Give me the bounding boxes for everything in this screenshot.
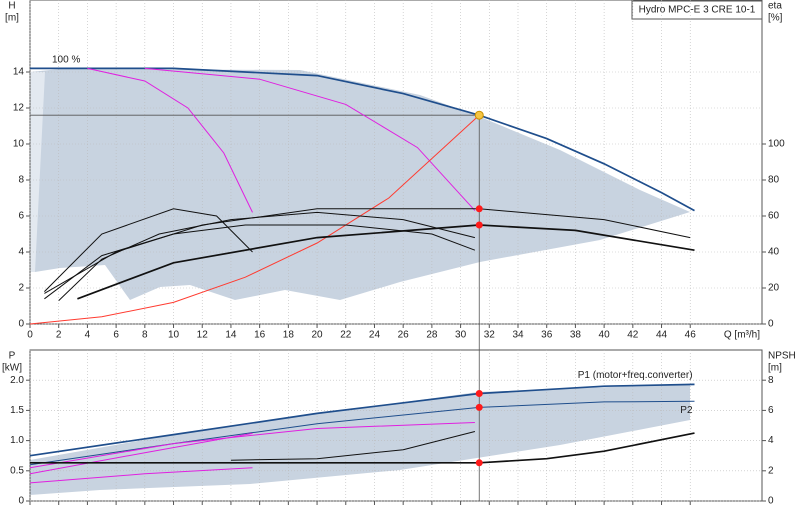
curve [77, 224, 695, 300]
x-tick-label: 0 [27, 330, 33, 341]
y2-tick-label: 0 [768, 496, 774, 507]
y2-tick-label: 100 [768, 139, 785, 150]
y-axis-label: [kW] [2, 363, 22, 374]
x-tick-label: 18 [283, 330, 295, 341]
curve [29, 383, 695, 457]
y-tick-label: 14 [13, 67, 25, 78]
y2-tick-label: 8 [768, 375, 774, 386]
y-axis-label: H [8, 1, 15, 12]
x-tick-label: 30 [455, 330, 467, 341]
y-tick-label: 12 [13, 103, 25, 114]
title-box [631, 0, 763, 20]
x-tick-label: 8 [142, 330, 148, 341]
operating-point [475, 459, 483, 467]
x-tick-label: 36 [541, 330, 553, 341]
curve [29, 114, 480, 325]
curve [44, 208, 691, 294]
annotation: 100 % [52, 55, 80, 66]
curve [44, 208, 253, 292]
x-tick-label: 42 [627, 330, 639, 341]
x-tick-label: 14 [225, 330, 237, 341]
operating-point [475, 389, 483, 397]
x-tick-label: 16 [254, 330, 266, 341]
operating-area [30, 69, 690, 300]
curve [30, 432, 695, 464]
duty-point [474, 110, 484, 120]
y-axis-label: P [9, 351, 16, 362]
x-tick-label: 34 [512, 330, 524, 341]
x-tick-label: 40 [599, 330, 611, 341]
y2-tick-label: 20 [768, 283, 780, 294]
y2-axis-label: eta [768, 1, 782, 12]
curve [44, 224, 476, 300]
y2-tick-label: 80 [768, 175, 780, 186]
curve [29, 422, 475, 469]
x-tick-label: 32 [484, 330, 496, 341]
legend-label: P2 [680, 405, 693, 416]
y2-tick-label: 40 [768, 247, 780, 258]
x-tick-label: 12 [197, 330, 209, 341]
x-tick-label: 20 [311, 330, 323, 341]
y-tick-label: 1.5 [10, 405, 24, 416]
curve [29, 432, 253, 475]
curve [58, 211, 476, 301]
y-tick-label: 2.0 [10, 375, 24, 386]
operating-area-left [30, 72, 45, 272]
y-tick-label: 0 [18, 319, 24, 330]
y-tick-label: 0.5 [10, 465, 24, 476]
chart-title: Hydro MPC-E 3 CRE 10-1 [639, 5, 756, 16]
x-tick-label: 4 [85, 330, 91, 341]
x-tick-label: 46 [685, 330, 697, 341]
y-tick-label: 8 [18, 175, 24, 186]
legend-label: P1 (motor+freq.converter) [578, 370, 693, 381]
x-tick-label: 38 [570, 330, 582, 341]
x-tick-label: 10 [168, 330, 180, 341]
x-tick-label: 26 [398, 330, 410, 341]
curve [230, 431, 476, 461]
x-tick-label: 22 [340, 330, 352, 341]
operating-point [475, 205, 483, 213]
power-area [30, 384, 690, 495]
y2-axis-label: NPSH [768, 351, 796, 362]
y-tick-label: 1.0 [10, 435, 24, 446]
y2-tick-label: 0 [768, 319, 774, 330]
x-tick-label: 44 [656, 330, 668, 341]
y-tick-label: 10 [13, 139, 25, 150]
y2-axis-label: [m] [768, 363, 782, 374]
operating-point [475, 221, 483, 229]
operating-point [475, 403, 483, 411]
y2-tick-label: 4 [768, 435, 774, 446]
curve [29, 467, 253, 484]
y2-tick-label: 6 [768, 405, 774, 416]
x-tick-label: 24 [369, 330, 381, 341]
y-tick-label: 4 [18, 247, 24, 258]
y2-tick-label: 2 [768, 465, 774, 476]
x-axis-label: Q [m³/h] [724, 330, 760, 341]
y2-tick-label: 60 [768, 211, 780, 222]
y-axis-label: [m] [5, 13, 19, 24]
curve [144, 67, 476, 211]
y2-axis-label: [%] [768, 13, 783, 24]
x-tick-label: 2 [56, 330, 62, 341]
y-tick-label: 0 [18, 496, 24, 507]
curve [87, 67, 253, 213]
x-tick-label: 6 [113, 330, 119, 341]
y-tick-label: 6 [18, 211, 24, 222]
y-tick-label: 2 [18, 283, 24, 294]
x-tick-label: 28 [426, 330, 438, 341]
